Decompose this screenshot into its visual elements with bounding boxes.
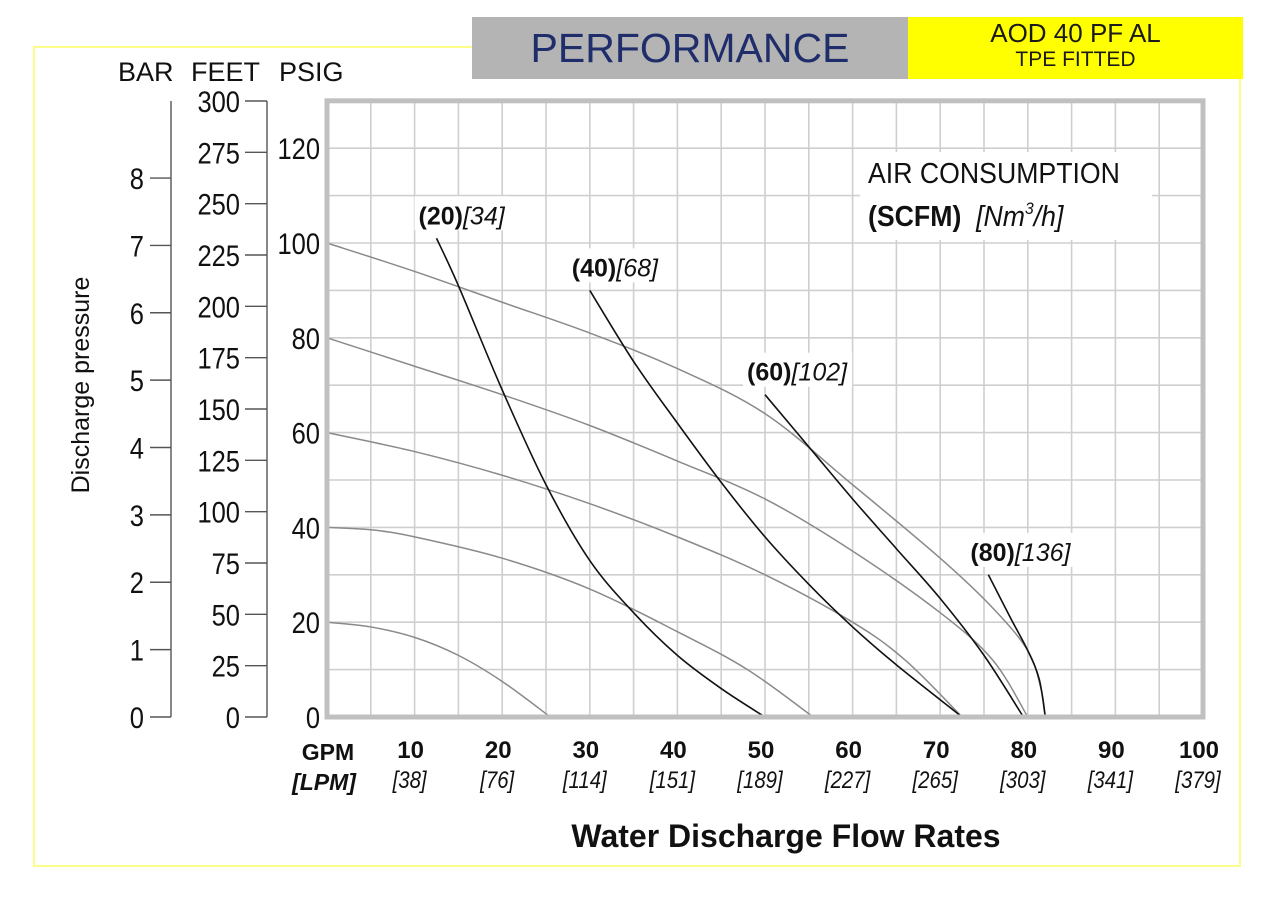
air-consumption-curve — [987, 574, 1047, 718]
feet-tick-label: 200 — [197, 290, 240, 323]
x-tick-gpm: 70 — [923, 737, 950, 764]
feet-tick-label: 150 — [197, 393, 240, 426]
x-tick-gpm: 60 — [835, 737, 862, 764]
bar-tick-label: 5 — [130, 364, 144, 397]
air-curve-label-nm3h: [102] — [790, 359, 848, 387]
feet-tick-label: 125 — [197, 444, 240, 477]
x-tick-lpm: [341] — [1087, 766, 1134, 793]
psig-tick-label: 100 — [277, 227, 320, 260]
feet-axis-label: FEET — [191, 57, 260, 87]
y-axis-title: Discharge pressure — [67, 277, 95, 494]
x-tick-lpm: [38] — [392, 766, 428, 793]
air-curve-label-nm3h: [68] — [615, 254, 659, 282]
air-curve-label: (20)[34] — [419, 202, 506, 230]
model-name: AOD 40 PF AL — [990, 18, 1161, 48]
air-curve-label-scfm: (80) — [970, 539, 1014, 567]
feet-tick-label: 175 — [197, 342, 240, 375]
air-units-sup: 3 — [1025, 199, 1034, 218]
bar-tick-label: 0 — [130, 701, 144, 734]
psig-tick-label: 20 — [292, 606, 320, 639]
air-curve-label-scfm: (40) — [572, 254, 616, 282]
psig-tick-label: 60 — [292, 417, 320, 450]
x-tick-lpm: [379] — [1174, 766, 1221, 793]
air-curve-label-bg — [743, 352, 853, 387]
air-consumption-curves — [435, 237, 1047, 718]
x-tick-lpm: [303] — [999, 766, 1046, 793]
air-curve-label-nm3h: [136] — [1014, 539, 1072, 567]
feet-tick-label: 50 — [212, 598, 240, 631]
supply-pressure-curve — [326, 621, 551, 718]
air-curve-label-scfm: (20) — [419, 202, 463, 230]
x-tick-lpm: [227] — [824, 766, 871, 793]
x-tick-gpm: 20 — [485, 737, 512, 764]
air-units-scfm: (SCFM) — [868, 200, 961, 232]
feet-tick-label: 100 — [197, 496, 240, 529]
header-title-box: PERFORMANCE — [472, 17, 908, 79]
x-unit-lpm: [LPM] — [291, 769, 357, 795]
bar-tick-label: 4 — [130, 432, 144, 465]
air-curve-label: (80)[136] — [970, 539, 1071, 567]
air-consumption-label-bg — [860, 152, 1152, 240]
bar-tick-label: 1 — [130, 634, 144, 667]
bar-tick-label: 8 — [130, 162, 144, 195]
x-tick-gpm: 50 — [748, 737, 775, 764]
x-tick-lpm: [76] — [479, 766, 515, 793]
bar-tick-label: 6 — [130, 297, 144, 330]
air-consumption-title: AIR CONSUMPTION — [868, 157, 1120, 189]
bar-axis-label: BAR — [118, 57, 174, 87]
supply-pressure-curve — [326, 526, 814, 718]
air-curve-label-bg — [567, 248, 664, 283]
air-consumption-curve — [589, 289, 963, 718]
supply-pressure-curve — [326, 337, 1029, 718]
psig-tick-label: 40 — [292, 511, 320, 544]
air-consumption-units: (SCFM) [Nm3/h] — [868, 199, 1065, 232]
air-curve-label-nm3h: [34] — [462, 202, 506, 230]
model-box: AOD 40 PF AL TPE FITTED — [908, 17, 1243, 79]
feet-tick-label: 75 — [212, 547, 240, 580]
psig-tick-label: 80 — [292, 322, 320, 355]
x-tick-lpm: [151] — [649, 766, 696, 793]
x-tick-gpm: 100 — [1179, 737, 1219, 764]
air-curve-label-bg — [414, 196, 510, 231]
bar-tick-label: 7 — [130, 229, 144, 262]
supply-pressure-curve — [326, 431, 963, 718]
feet-tick-label: 250 — [197, 188, 240, 221]
model-fitting: TPE FITTED — [1015, 48, 1136, 71]
x-tick-gpm: 10 — [397, 737, 424, 764]
x-tick-lpm: [189] — [736, 766, 783, 793]
air-curve-labels: (20)[34] (40)[68] (60)[102] (80)[136] — [414, 196, 1076, 567]
x-axis-title: Water Discharge Flow Rates — [571, 818, 1000, 854]
air-consumption-curve — [764, 394, 1025, 718]
air-curve-label-scfm: (60) — [747, 359, 791, 387]
feet-tick-label: 225 — [197, 239, 240, 272]
air-curve-label: (40)[68] — [572, 254, 659, 282]
air-curve-label: (60)[102] — [747, 359, 848, 387]
air-consumption-curve — [435, 237, 766, 718]
x-axis: 10[38] 20[76] 30[114] 40[151] 50[189] 60[227]… — [392, 737, 1222, 793]
bar-tick-label: 3 — [130, 499, 144, 532]
air-curve-label-bg — [966, 532, 1076, 567]
x-tick-gpm: 90 — [1098, 737, 1125, 764]
air-units-tail: /h] — [1032, 200, 1065, 232]
psig-axis-label: PSIG — [279, 57, 344, 87]
air-units-nm: [Nm — [975, 200, 1025, 232]
x-tick-gpm: 80 — [1010, 737, 1037, 764]
psig-tick-label: 120 — [277, 132, 320, 165]
x-tick-lpm: [265] — [912, 766, 959, 793]
y-axes: 0204060801001200255075100125150175200225… — [130, 85, 320, 734]
x-unit-gpm: GPM — [302, 739, 354, 765]
psig-tick-label: 0 — [306, 701, 320, 734]
feet-tick-label: 25 — [212, 650, 240, 683]
page-title: PERFORMANCE — [530, 24, 850, 71]
bar-tick-label: 2 — [130, 566, 144, 599]
x-tick-gpm: 30 — [572, 737, 599, 764]
plot-border — [324, 98, 1206, 720]
x-tick-lpm: [114] — [562, 766, 608, 793]
feet-tick-label: 275 — [197, 136, 240, 169]
x-tick-gpm: 40 — [660, 737, 687, 764]
feet-tick-label: 0 — [226, 701, 240, 734]
feet-tick-label: 300 — [197, 85, 240, 118]
